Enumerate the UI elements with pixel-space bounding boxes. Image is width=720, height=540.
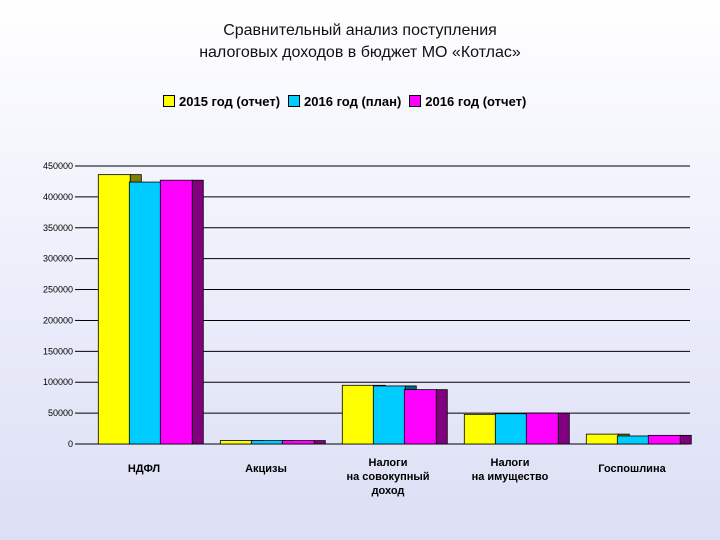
y-tick-label: 300000: [43, 254, 73, 264]
bar-3-cat-1: [159, 179, 193, 445]
bar-1-cat-3: [341, 384, 375, 445]
legend-item-series-3: 2016 год (отчет): [409, 94, 526, 109]
y-tick-label: 0: [68, 439, 73, 449]
bar-side-3-cat-5: [679, 434, 692, 445]
bar-side-3-cat-1: [191, 179, 204, 445]
legend-item-series-2: 2016 год (план): [288, 94, 401, 109]
chart-title-line-2: налоговых доходов в бюджет МО «Котлас»: [199, 44, 521, 61]
chart-legend: 2015 год (отчет) 2016 год (план) 2016 го…: [163, 90, 526, 112]
y-tick-label: 50000: [48, 408, 73, 418]
bar-3-cat-3: [403, 389, 437, 445]
x-category-label: Налоги на совокупный доход: [346, 457, 429, 497]
x-axis-labels: НДФЛ Акцизы Налоги на совокупный доход Налоги…: [128, 457, 667, 497]
y-tick-label: 100000: [43, 377, 73, 387]
bar-side-3-cat-4: [557, 412, 570, 445]
legend-swatch-series-3: [409, 95, 422, 107]
bar-2-cat-3: [372, 385, 406, 445]
bar-1-cat-1: [97, 174, 131, 445]
y-tick-label: 150000: [43, 346, 73, 356]
bar-3-cat-5: [647, 434, 681, 445]
x-category-label: Госпошлина: [598, 463, 666, 475]
bar-side-3-cat-2: [313, 440, 326, 445]
bar-1-cat-2: [219, 440, 253, 445]
bar-side-3-cat-3: [435, 389, 448, 445]
bar-2-cat-4: [494, 413, 528, 445]
bar-2-cat-2: [250, 440, 284, 445]
bars: [97, 174, 692, 445]
legend-label-series-2: 2016 год (план): [304, 93, 402, 109]
bar-1-cat-4: [463, 413, 497, 445]
y-tick-label: 350000: [43, 223, 73, 233]
y-tick-label: 400000: [43, 192, 73, 202]
legend-swatch-series-1: [163, 95, 175, 107]
y-tick-label: 250000: [43, 285, 73, 295]
y-tick-label: 450000: [43, 161, 73, 171]
bar-3-cat-4: [525, 412, 559, 445]
x-category-label: Акцизы: [245, 463, 287, 475]
legend-label-series-3: 2016 год (отчет): [425, 93, 527, 109]
chart-title-line-1: Сравнительный анализ поступления: [223, 22, 497, 39]
bar-2-cat-1: [128, 181, 162, 445]
legend-label-series-1: 2015 год (отчет): [179, 93, 281, 109]
bar-2-cat-5: [616, 435, 650, 445]
legend-swatch-series-2: [288, 95, 301, 107]
bar-1-cat-5: [585, 433, 619, 445]
x-category-label: Налоги на имущество: [472, 457, 549, 483]
legend-item-series-1: 2015 год (отчет): [163, 94, 280, 109]
y-tick-label: 200000: [43, 315, 73, 325]
y-axis: 0 50000 100000 150000 200000 250000 300000 3500…: [43, 161, 80, 449]
bar-3-cat-2: [281, 440, 315, 445]
x-category-label: НДФЛ: [128, 463, 160, 475]
